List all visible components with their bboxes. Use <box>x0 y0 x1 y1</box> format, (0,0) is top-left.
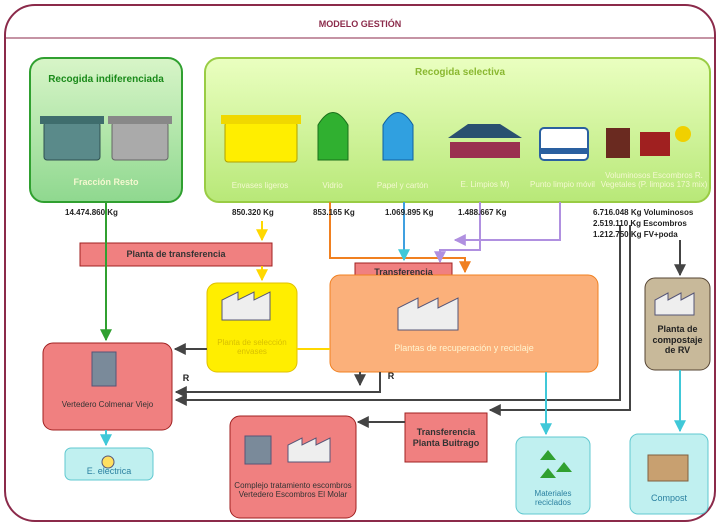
selectiva-item: Envases ligeros <box>215 176 305 196</box>
selectiva-item: Vidrio <box>305 176 360 196</box>
node-label: Vertedero Colmenar Viejo <box>46 390 169 420</box>
selectiva-item: E. Limpios M) <box>445 172 525 198</box>
return-label: R <box>385 370 397 382</box>
amount: 2.519.110 Kg Escombros <box>593 219 687 228</box>
amount: 853.165 Kg <box>313 208 355 217</box>
amount: 1.069.895 Kg <box>385 208 433 217</box>
title: MODELO GESTIÓN <box>260 17 460 31</box>
node-label: Compost <box>630 488 708 508</box>
amount: 14.474.860 Kg <box>65 208 118 217</box>
node-label: Materiales reciclados <box>516 486 590 510</box>
amount: 1.212.750 Kg FV+poda <box>593 230 678 239</box>
indiferenciada-title: Recogida indiferenciada <box>35 64 177 96</box>
selectiva-item: Voluminosos Escombros R. Vegetales (P. l… <box>600 160 708 200</box>
node-label: E. eléctrica <box>65 462 153 480</box>
node-label: Planta de compostaje de RV <box>647 318 708 362</box>
node-label: Transferencia <box>355 263 452 282</box>
node-label: Planta de transferencia <box>80 243 272 266</box>
amount: 6.716.048 Kg Voluminosos <box>593 208 693 217</box>
selectiva-item: Papel y cartón <box>360 176 445 196</box>
node-label: Plantas de recuperación y reciclaje <box>335 338 593 358</box>
indiferenciada-label: Fracción Resto <box>35 175 177 189</box>
return-label: R <box>180 372 192 384</box>
amount: 1.488.667 Kg <box>458 208 506 217</box>
node-label: Planta de selección envases <box>212 328 292 366</box>
node-label: Complejo tratamiento escombros Vertedero… <box>234 466 352 514</box>
node-label: Transferencia Planta Buitrago <box>405 413 487 462</box>
selectiva-item: Punto limpio móvil <box>525 172 600 198</box>
selectiva-title: Recogida selectiva <box>360 66 560 80</box>
amount: 850.320 Kg <box>232 208 274 217</box>
diagram: MODELO GESTIÓN Recogida indiferenciada F… <box>0 0 721 528</box>
